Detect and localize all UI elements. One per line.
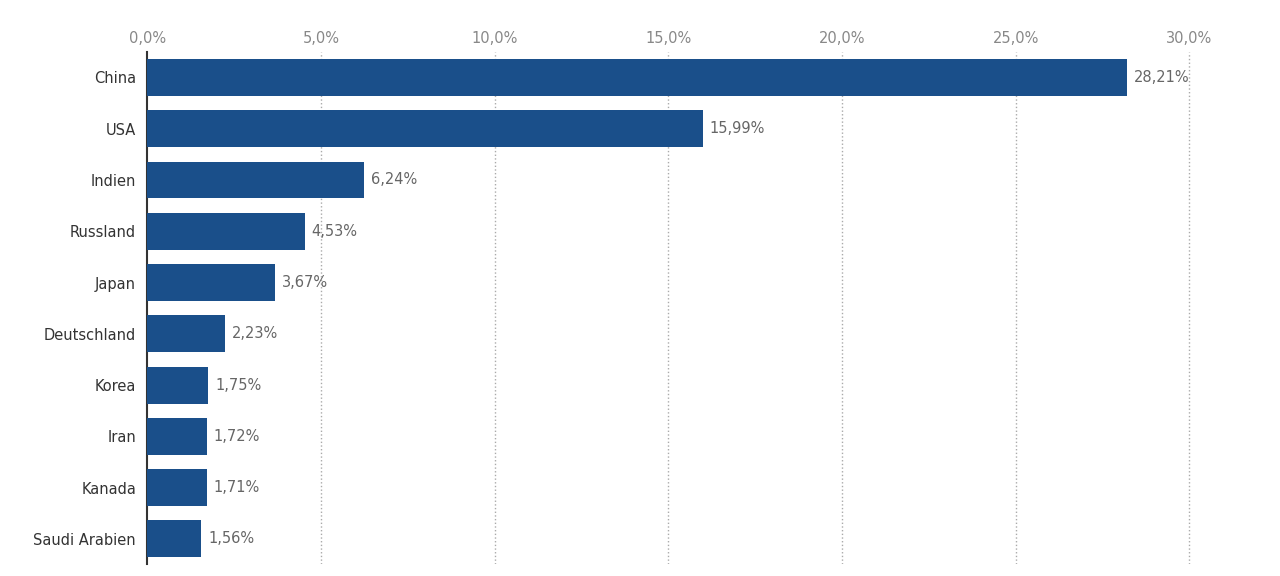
Bar xyxy=(147,161,364,199)
Bar xyxy=(147,213,305,250)
Text: 3,67%: 3,67% xyxy=(282,275,328,290)
Text: 6,24%: 6,24% xyxy=(371,172,417,188)
Text: 1,72%: 1,72% xyxy=(214,429,260,444)
Bar xyxy=(147,264,275,301)
Bar xyxy=(147,520,201,558)
Text: 1,75%: 1,75% xyxy=(215,377,261,393)
Text: 1,56%: 1,56% xyxy=(209,531,255,547)
Bar xyxy=(147,366,207,404)
Bar xyxy=(147,469,206,506)
Text: 15,99%: 15,99% xyxy=(709,121,765,137)
Text: 4,53%: 4,53% xyxy=(311,223,357,239)
Bar xyxy=(147,315,225,353)
Bar xyxy=(147,110,703,147)
Text: 28,21%: 28,21% xyxy=(1134,70,1190,85)
Text: 1,71%: 1,71% xyxy=(214,480,260,495)
Text: 2,23%: 2,23% xyxy=(232,326,278,342)
Bar xyxy=(147,418,207,455)
Bar xyxy=(147,59,1128,96)
